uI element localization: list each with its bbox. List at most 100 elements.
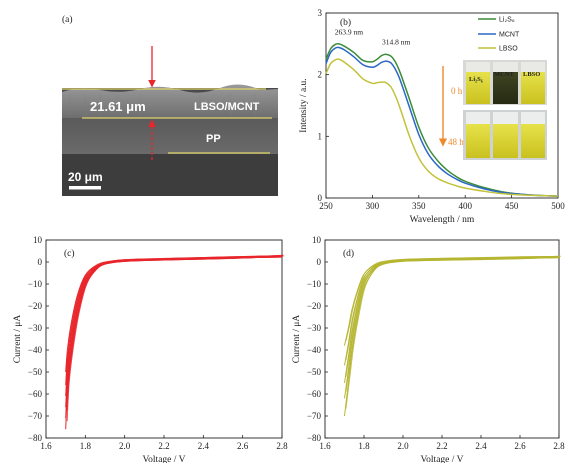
thickness-label: 21.61 μm	[90, 99, 146, 114]
legend-label-mcnt: MCNT	[499, 32, 520, 39]
panel-c: (c) 1.6 1.8 2.0 2.2 2.4 2.6 2.8 10 0 −10 −20 −30 −40…	[13, 235, 288, 463]
cv-cycle-3	[344, 257, 560, 366]
panel-c-label: (c)	[64, 248, 75, 259]
y-tick-label: −40	[307, 345, 322, 355]
x-tick-label: 500	[551, 201, 565, 211]
cv-cycle-return-2	[66, 255, 284, 401]
x-tick-label: 2.4	[198, 441, 210, 451]
x-tick-label: 400	[458, 201, 472, 211]
panel-d-label: (d)	[343, 248, 354, 259]
peak-annotation-0: 263.9 nm	[335, 28, 364, 37]
legend-label-li2s6: Li₂S₆	[499, 17, 515, 24]
x-tick-label: 300	[366, 201, 380, 211]
plot-frame	[324, 239, 560, 439]
panel-a: (a) 21.61 μm LBSO/MCNT	[62, 14, 278, 196]
time-end-label: 48 h	[448, 137, 464, 147]
cv-cycle-0	[344, 256, 560, 417]
panel-b-label: (b)	[340, 17, 351, 28]
cv-cycle-return-4	[345, 256, 561, 342]
x-tick-label: 2.6	[514, 441, 526, 451]
cv-cycle-return-0	[345, 255, 561, 409]
cv-cycle-return-3	[66, 255, 284, 390]
scale-bar-label: 20 μm	[68, 170, 103, 184]
y-tick-label: −80	[28, 433, 43, 443]
cv-cycle-5	[65, 256, 283, 373]
panel-c-plot-area: 1.6 1.8 2.0 2.2 2.4 2.6 2.8 10 0 −10 −20 −30 −40 −50 −…	[13, 235, 288, 463]
pp-label: PP	[206, 133, 221, 145]
x-tick-label: 350	[412, 201, 426, 211]
y-tick-label: 3	[318, 8, 323, 18]
cv-cycle-4	[65, 256, 283, 386]
series-line-1	[325, 46, 559, 197]
cv-cycle-return-1	[345, 255, 561, 392]
x-tick-label: 2.2	[436, 441, 447, 451]
y-tick-label: −10	[28, 279, 43, 289]
vial-label-lbso: LBSO	[523, 71, 540, 78]
cv-cycle-1	[65, 256, 283, 419]
cv-cycle-3	[65, 256, 283, 397]
cv-cycle-4	[344, 257, 560, 346]
cv-cycle-return-0	[66, 254, 284, 422]
cv-cycle-2	[344, 257, 560, 384]
cv-cycle-return-4	[66, 255, 284, 379]
panel-d: (d) 1.6 1.8 2.0 2.2 2.4 2.6 2.8 10 0 −10 −20 −30 −40…	[292, 235, 565, 463]
vial-label-mcnt: MCNT	[494, 71, 515, 78]
y-tick-label: −50	[307, 367, 322, 377]
x-tick-label: 1.6	[40, 441, 52, 451]
y-tick-label: −50	[28, 367, 43, 377]
x-axis-label: Voltage / V	[421, 455, 464, 463]
y-tick-label: −30	[307, 323, 322, 333]
y-axis-label: Current / μA	[13, 315, 23, 364]
cv-cycle-return-5	[66, 255, 284, 367]
sem-image: 21.61 μm LBSO/MCNT PP 20 μm	[62, 46, 278, 196]
cv-cycle-0	[65, 255, 283, 430]
x-tick-label: 250	[319, 201, 333, 211]
y-tick-label: 0	[318, 193, 323, 203]
cv-cycle-return-1	[66, 254, 284, 411]
x-axis-label: Wavelength / nm	[410, 215, 475, 225]
y-tick-label: −60	[28, 389, 43, 399]
y-tick-label: −40	[28, 345, 43, 355]
x-tick-label: 2.0	[119, 441, 131, 451]
plot-frame	[325, 12, 559, 199]
vial-label-li2s6: Li₂S₆	[469, 76, 483, 83]
panel-b-plot-area: 250 300 350 400 450 500 0 1 2 3 Wavelength / nm Int…	[299, 8, 565, 225]
x-tick-label: 1.6	[319, 441, 331, 451]
series-line-2	[325, 58, 559, 197]
layer-label: LBSO/MCNT	[194, 101, 260, 113]
panel-a-label: (a)	[62, 14, 73, 25]
cv-cycle-return-3	[345, 256, 561, 361]
time-start-label: 0 h	[451, 86, 463, 96]
x-tick-label: 2.4	[475, 441, 487, 451]
x-tick-label: 450	[505, 201, 519, 211]
y-tick-label: 0	[38, 257, 43, 267]
y-tick-label: 0	[317, 257, 322, 267]
y-tick-label: −60	[307, 389, 322, 399]
x-tick-label: 2.2	[158, 441, 169, 451]
y-tick-label: −70	[307, 411, 322, 421]
x-tick-label: 1.8	[80, 441, 92, 451]
x-tick-label: 2.8	[553, 441, 565, 451]
y-tick-label: 10	[312, 235, 322, 245]
legend-label-lbso: LBSO	[499, 46, 518, 53]
y-tick-label: −20	[28, 301, 43, 311]
vial-inset: 0 h 48 h Li₂S₆ MCNT LBSO	[438, 60, 547, 160]
x-tick-label: 2.6	[237, 441, 249, 451]
cv-cycle-2	[65, 256, 283, 408]
panel-b: (b) 250 300 350 400 450 500 0 1 2 3 Wavelength / n…	[299, 8, 565, 225]
y-tick-label: −80	[307, 433, 322, 443]
y-tick-label: −10	[307, 279, 322, 289]
y-tick-label: 1	[318, 131, 323, 141]
cv-cycle-1	[344, 256, 560, 399]
y-axis-label: Intensity / a.u.	[299, 78, 309, 132]
series-line-0	[325, 42, 559, 197]
x-tick-label: 1.8	[358, 441, 370, 451]
panel-b-legend: Li₂S₆ MCNT LBSO	[478, 17, 520, 53]
x-tick-label: 2.8	[276, 441, 288, 451]
scale-bar	[69, 186, 101, 190]
y-tick-label: 2	[318, 70, 323, 80]
x-tick-label: 2.0	[397, 441, 409, 451]
y-axis-label: Current / μA	[292, 315, 302, 364]
y-tick-label: 10	[33, 235, 43, 245]
